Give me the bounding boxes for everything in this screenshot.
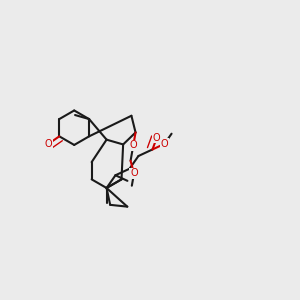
Text: O: O <box>130 169 138 178</box>
Text: O: O <box>160 139 168 149</box>
Text: O: O <box>153 133 160 143</box>
Text: O: O <box>130 140 137 151</box>
Text: O: O <box>45 139 52 149</box>
